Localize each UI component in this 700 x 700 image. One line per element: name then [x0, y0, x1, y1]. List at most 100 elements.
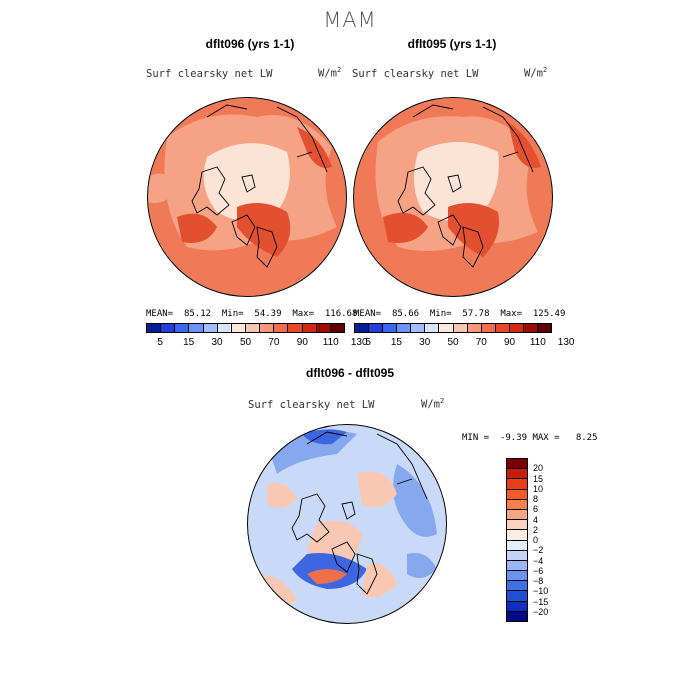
colorbar-swatch [495, 324, 510, 332]
colorbar-swatch [189, 324, 204, 332]
colorbar-swatch [161, 324, 176, 332]
colorbar-swatch [507, 581, 527, 592]
colorbar-tick-label: −10 [533, 586, 549, 597]
map-contour [307, 569, 347, 584]
colorbar-tick-label: 50 [239, 337, 252, 348]
map-contour [508, 122, 541, 168]
colorbar-tick-label: 8 [533, 494, 539, 504]
colorbar-swatch [507, 560, 527, 572]
colorbar-swatch [383, 324, 398, 332]
colorbar-swatch [147, 324, 162, 332]
colorbar-tick-label: 5 [365, 337, 371, 348]
diff-stats: MIN = -9.39 MAX = 8.25 [462, 433, 598, 443]
colorbar-swatch [439, 324, 454, 332]
colorbar-tick-label: 50 [447, 337, 459, 348]
colorbar-swatch [507, 499, 527, 510]
colorbar-tick-label: −2 [533, 545, 544, 556]
diff-field-label: Surf clearsky net LW [248, 399, 375, 411]
main-title: MAM [323, 8, 377, 32]
colorbar-tick-label: 130 [557, 337, 575, 348]
colorbar-swatch [245, 324, 261, 332]
colorbar-right-ticks: 5 15 30 50 70 90 110 130 [354, 337, 574, 351]
colorbar-left [146, 323, 345, 333]
map-contour [177, 213, 217, 243]
colorbar-tick-label: 0 [533, 535, 539, 545]
colorbar-swatch [175, 324, 190, 332]
map-contour [362, 563, 397, 598]
colorbar-swatch [302, 324, 317, 332]
colorbar-diff [506, 458, 528, 622]
colorbar-tick-label: 4 [533, 514, 539, 525]
colorbar-swatch [369, 324, 384, 332]
colorbar-tick-label: 70 [268, 337, 280, 348]
colorbar-swatch [507, 601, 527, 612]
colorbar-tick-label: 90 [504, 337, 516, 348]
map-contour [357, 471, 397, 508]
colorbar-left-ticks: 5 15 30 50 70 90 110 130 [146, 337, 367, 351]
colorbar-tick-label: 110 [529, 337, 546, 348]
colorbar-tick-label: 6 [533, 504, 539, 515]
colorbar-swatch [467, 324, 482, 332]
colorbar-swatch [507, 489, 527, 500]
colorbar-swatch [217, 324, 232, 332]
colorbar-tick-label: 30 [419, 337, 431, 348]
colorbar-swatch [453, 324, 468, 332]
unit-label-right: W/m2 [524, 66, 548, 80]
colorbar-swatch [274, 324, 289, 332]
colorbar-swatch [507, 591, 527, 602]
colorbar-tick-label: 90 [296, 337, 308, 348]
colorbar-swatch [411, 324, 426, 332]
colorbar-swatch [203, 324, 218, 332]
colorbar-tick-label: −20 [533, 606, 549, 617]
colorbar-right [354, 323, 552, 333]
stats-left: MEAN= 85.12 Min= 54.39 Max= 116.68 [146, 309, 358, 319]
map-contour [148, 173, 177, 203]
polar-map-diff [247, 424, 447, 624]
coastline [191, 104, 328, 268]
colorbar-swatch [507, 571, 527, 582]
map-contour [407, 553, 437, 578]
colorbar-swatch [397, 324, 412, 332]
colorbar-tick-label: 15 [183, 337, 195, 348]
colorbar-tick-label: 2 [533, 524, 539, 535]
map-contour [393, 464, 437, 537]
unit-label-left: W/m2 [318, 66, 342, 80]
colorbar-tick-label: −8 [533, 576, 544, 586]
polar-map-right [353, 97, 553, 297]
colorbar-diff-ticks: 20 15 10 8 6 4 2 0 −2 −4 −6 −8 −10 −15 −20 [533, 458, 573, 622]
colorbar-tick-label: 110 [322, 337, 339, 348]
colorbar-tick-label: −6 [533, 565, 544, 576]
colorbar-swatch [260, 324, 275, 332]
map-contour [414, 142, 499, 221]
colorbar-swatch [425, 324, 440, 332]
colorbar-tick-label: −4 [533, 555, 544, 566]
colorbar-swatch [507, 540, 527, 551]
colorbar-swatch [538, 324, 552, 332]
colorbar-tick-label: 130 [350, 337, 368, 348]
colorbar-swatch [509, 324, 524, 332]
colorbar-tick-label: 30 [211, 337, 223, 348]
colorbar-tick-label: 15 [390, 337, 402, 348]
colorbar-swatch [523, 324, 539, 332]
colorbar-swatch [330, 324, 344, 332]
colorbar-swatch [507, 479, 527, 490]
colorbar-tick-label: 20 [533, 463, 544, 474]
colorbar-tick-label: 5 [157, 337, 163, 348]
colorbar-tick-label: 15 [533, 473, 544, 484]
field-label-left: Surf clearsky net LW [146, 68, 273, 80]
colorbar-swatch [507, 469, 527, 480]
map-contour [267, 483, 297, 508]
stats-right: MEAN= 85.66 Min= 57.78 Max= 125.49 [354, 309, 566, 319]
colorbar-tick-label: 10 [533, 483, 544, 494]
field-label-right: Surf clearsky net LW [352, 68, 479, 80]
colorbar-swatch [288, 324, 303, 332]
panel-title-left: dflt096 (yrs 1-1) [205, 37, 295, 51]
colorbar-tick-label: 70 [475, 337, 487, 348]
colorbar-swatch [316, 324, 331, 332]
colorbar-swatch [507, 550, 527, 561]
diff-title: dflt096 - dflt095 [305, 366, 395, 380]
colorbar-swatch [355, 324, 370, 332]
colorbar-swatch [507, 459, 527, 470]
map-contour [237, 203, 291, 257]
diff-unit-label: W/m2 [421, 397, 445, 411]
